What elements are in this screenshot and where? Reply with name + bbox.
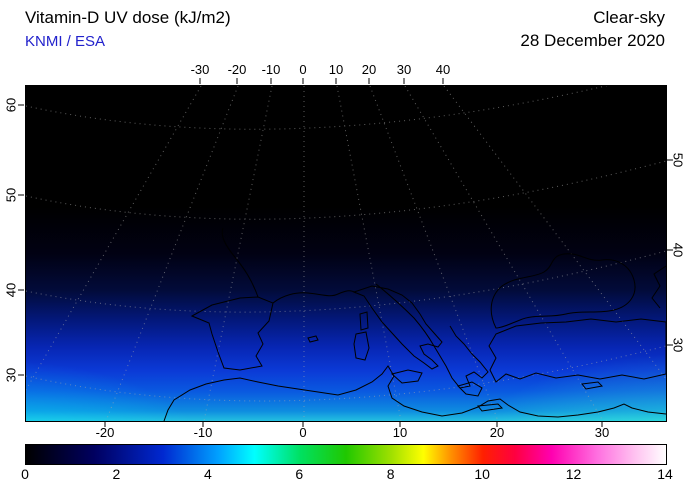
colorbar-tick-label: 0 [21,466,29,482]
lon-tick-label-bottom: -10 [193,425,213,440]
tick-mark [667,249,673,251]
lon-tick-label-bottom: 20 [489,425,505,440]
lon-tick-label-top: 0 [299,62,307,77]
lon-tick-label-top: 40 [435,62,451,77]
figure-title: Vitamin-D UV dose (kJ/m2) [25,8,231,27]
tick-mark [199,78,201,84]
tick-mark [18,194,24,196]
sky-condition-label: Clear-sky [593,8,665,27]
tick-mark [302,78,304,84]
coastline-islands [307,311,423,384]
coastline-balkans-greece [375,283,489,389]
tick-mark [270,78,272,84]
coastline-iberia [190,296,274,371]
figure-date: 28 December 2020 [520,31,665,50]
figure-source: KNMI / ESA [25,33,106,50]
colorbar-tick-label: 12 [565,466,582,482]
lon-tick-label-top: -30 [190,62,210,77]
colorbar-gradient [26,445,666,464]
coastline-france [221,227,357,304]
coastlines [163,227,666,421]
coastline-cyprus [581,381,604,390]
tick-mark [18,289,24,291]
lon-tick-label-bottom: 0 [299,425,307,440]
coastline-caucasus [651,265,666,309]
lon-tick-label-bottom: 30 [594,425,610,440]
tick-mark [442,78,444,84]
coastline-turkey [488,318,666,383]
lon-tick-label-top: -10 [261,62,281,77]
coastline-black-sea [490,253,636,329]
colorbar-tick-label: 2 [112,466,121,482]
coastline-north-africa [163,365,666,421]
tick-mark [236,78,238,84]
coastline-italy [352,285,443,370]
lat-tick-label-right: 40 [670,242,686,258]
graticule-lines [26,86,666,421]
lat-tick-label-right: 30 [670,337,686,353]
map-canvas [26,86,666,421]
lat-tick-label-left: 50 [3,187,19,203]
tick-mark [335,78,337,84]
colorbar-tick-label: 14 [657,466,673,482]
lon-tick-label-top: 10 [328,62,344,77]
tick-mark [368,78,370,84]
tick-mark [403,78,405,84]
tick-mark [667,159,673,161]
lon-tick-label-top: 30 [396,62,412,77]
lon-tick-label-top: 20 [361,62,377,77]
colorbar-tick-label: 6 [295,466,304,482]
lon-tick-label-bottom: 10 [392,425,408,440]
lon-tick-label-top: -20 [227,62,247,77]
lat-tick-label-left: 30 [3,367,19,383]
colorbar-tick-label: 10 [474,466,490,482]
colorbar-tick-label: 8 [386,466,395,482]
tick-mark [667,344,673,346]
colorbar [25,444,667,465]
lat-tick-label-left: 60 [3,97,19,113]
lon-tick-label-bottom: -20 [95,425,115,440]
tick-mark [18,374,24,376]
map-frame [25,85,667,422]
coastline-peloponnese-crete [457,381,504,412]
tick-mark [18,104,24,106]
colorbar-tick-label: 4 [203,466,212,482]
lat-tick-label-left: 40 [3,282,19,298]
lat-tick-label-right: 50 [670,152,686,168]
